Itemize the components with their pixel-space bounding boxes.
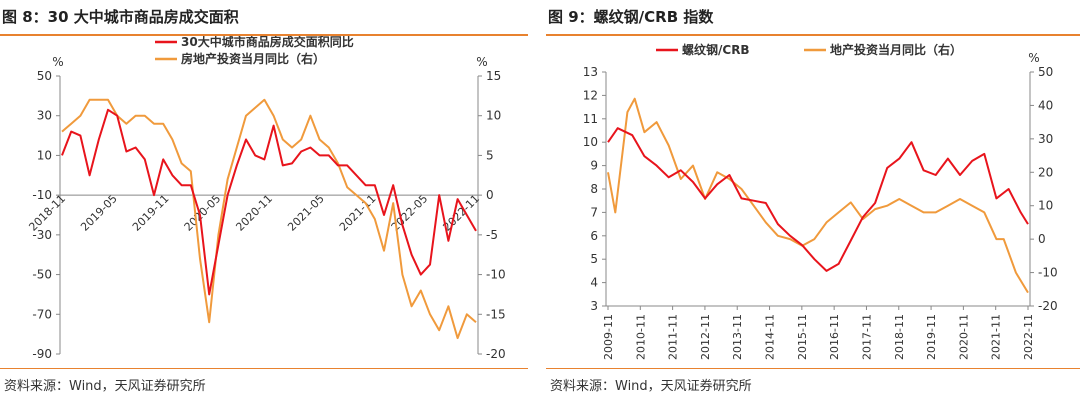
y-left-tick-label: -90 — [32, 347, 52, 361]
y-right-tick-label: 30 — [1038, 132, 1053, 146]
y-left-unit: % — [52, 55, 63, 69]
source-divider — [546, 368, 1080, 369]
y-left-tick-label: 12 — [583, 88, 598, 102]
legend-label: 30大中城市商品房成交面积同比 — [181, 36, 354, 49]
y-left-tick-label: -50 — [32, 268, 52, 282]
x-tick-label: 2021-05 — [285, 192, 327, 234]
y-left-tick-label: 13 — [583, 65, 598, 79]
y-right-tick-label: 10 — [1038, 199, 1053, 213]
y-left-tick-label: 5 — [590, 252, 598, 266]
x-tick-label: 2013-11 — [731, 314, 744, 360]
source-divider — [0, 368, 528, 369]
x-tick-label: 2015-11 — [796, 314, 809, 360]
y-right-tick-label: 40 — [1038, 98, 1053, 112]
y-right-tick-label: -10 — [1038, 266, 1058, 280]
x-tick-label: 2014-11 — [764, 314, 777, 360]
x-tick-label: 2016-11 — [828, 314, 841, 360]
x-tick-label: 2019-11 — [925, 314, 938, 360]
x-tick-label: 2017-11 — [860, 314, 873, 360]
y-right-tick-label: -20 — [1038, 299, 1058, 313]
chart-panel-rebar-crb: 图 9：螺纹钢/CRB 指数 % 13 12 11 10 9 8 7 6 5 4 3 50 40 30 20 1… — [546, 0, 1080, 401]
x-tick-label: 2020-11 — [957, 314, 970, 360]
y-right-unit: % — [476, 55, 487, 69]
y-left-tick-label: 3 — [590, 299, 598, 313]
x-tick-label: 2011-11 — [667, 314, 680, 360]
y-right-tick-label: 15 — [486, 69, 501, 83]
series-line-secondary — [61, 98, 477, 340]
title-divider — [546, 34, 1080, 36]
y-left-tick-label: -10 — [32, 188, 52, 202]
y-left-tick-label: -30 — [32, 228, 52, 242]
x-tick-label: 2019-05 — [78, 192, 120, 234]
source-note: 资料来源：Wind，天风证券研究所 — [4, 379, 206, 394]
series-line-primary — [607, 127, 1029, 272]
legend-label: 地产投资当月同比（右） — [830, 42, 962, 57]
x-tick-label: 2018-11 — [893, 314, 906, 360]
y-left-tick-label: 50 — [37, 69, 52, 83]
chart-panel-30-city-area: 图 8：30 大中城市商品房成交面积 %% 50 30 10 -10 -30 -50 -70-… — [0, 0, 528, 401]
y-right-tick-label: 0 — [486, 188, 494, 202]
title-divider — [0, 34, 528, 36]
chart-title: 图 8：30 大中城市商品房成交面积 — [2, 8, 239, 26]
y-left-tick-label: 7 — [590, 205, 598, 219]
y-right-tick-label: 5 — [486, 148, 494, 162]
y-left-tick-label: 4 — [590, 276, 598, 290]
y-right-tick-label: 10 — [486, 109, 501, 123]
y-left-tick-label: 10 — [583, 135, 598, 149]
x-tick-label: 2019-11 — [130, 192, 172, 234]
x-tick-label: 2009-11 — [602, 314, 615, 360]
y-left-tick-label: 8 — [590, 182, 598, 196]
chart-30-city-area: % %503010-10-30-50-70-90151050-5-10-15-20… — [26, 36, 506, 361]
legend-label: 房地产投资当月同比（右） — [181, 51, 325, 66]
y-right-unit: % — [1028, 51, 1039, 65]
y-right-tick-label: -20 — [486, 347, 506, 361]
source-note: 资料来源：Wind，天风证券研究所 — [550, 379, 752, 394]
y-left-tick-label: 11 — [583, 112, 598, 126]
y-right-tick-label: -10 — [486, 268, 506, 282]
y-right-tick-label: 50 — [1038, 65, 1053, 79]
x-tick-label: 2012-11 — [699, 314, 712, 360]
x-tick-label: 2022-11 — [1022, 314, 1035, 360]
y-left-tick-label: 30 — [37, 109, 52, 123]
y-left-tick-label: 10 — [37, 148, 52, 162]
x-tick-label: 2021-11 — [990, 314, 1003, 360]
series-line-secondary — [607, 97, 1029, 294]
x-tick-label: 2010-11 — [634, 314, 647, 360]
y-right-tick-label: 20 — [1038, 165, 1053, 179]
y-right-tick-label: -5 — [486, 228, 498, 242]
y-left-tick-label: -70 — [32, 307, 52, 321]
legend-label: 螺纹钢/CRB — [682, 42, 750, 57]
y-right-tick-label: 0 — [1038, 232, 1046, 246]
y-right-tick-label: -15 — [486, 307, 506, 321]
x-tick-label: 2020-05 — [182, 192, 224, 234]
series-line-primary — [61, 108, 477, 296]
chart-title: 图 9：螺纹钢/CRB 指数 — [548, 8, 714, 26]
y-left-tick-label: 6 — [590, 229, 598, 243]
chart-rebar-crb: % 13 12 11 10 9 8 7 6 5 4 3 50 40 30 20 10 0 -10 -20 2009-11… — [583, 42, 1058, 360]
y-left-tick-label: 9 — [590, 159, 598, 173]
x-tick-label: 2020-11 — [233, 192, 275, 234]
